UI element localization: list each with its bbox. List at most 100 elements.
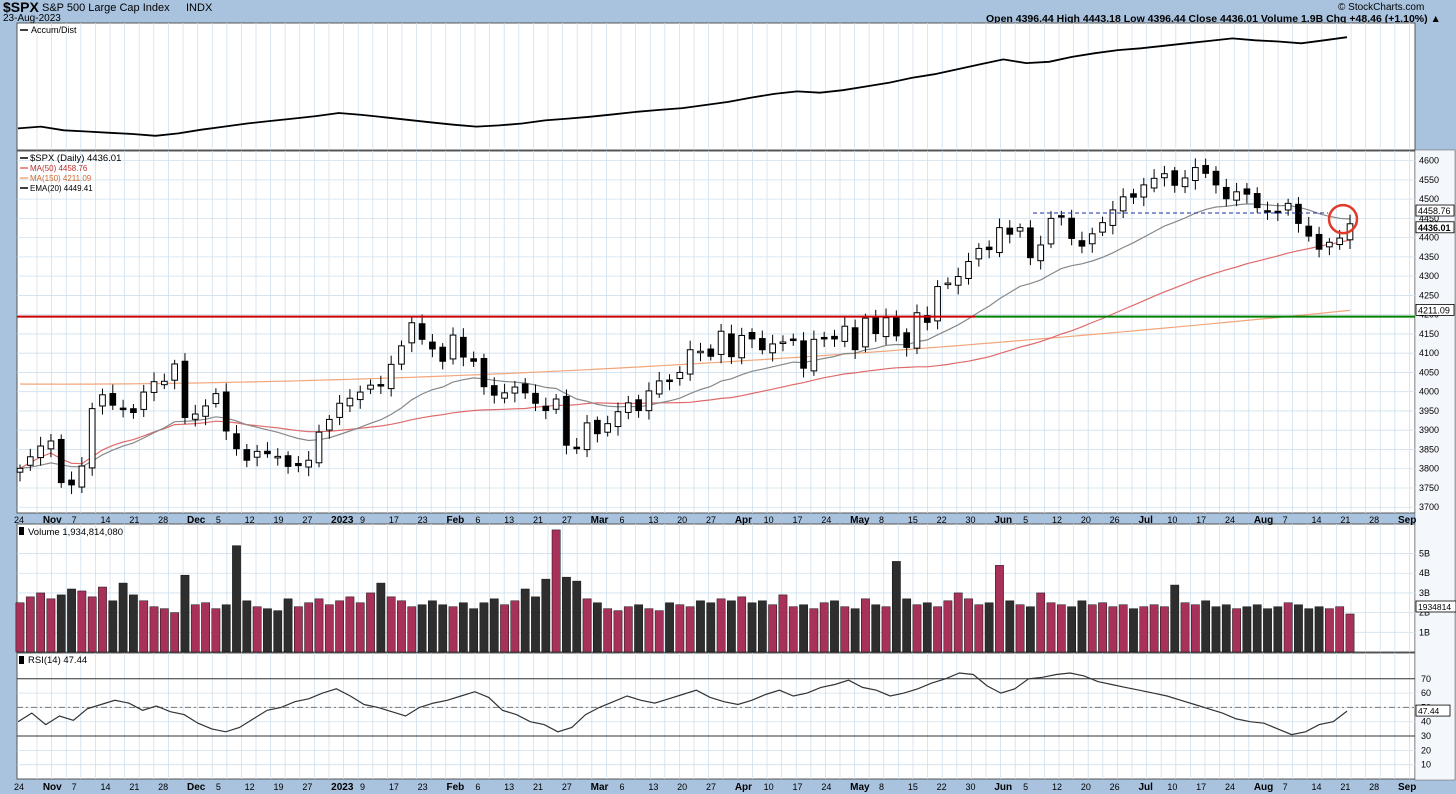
x-tick-label: 27 [706, 515, 716, 525]
candle-body [191, 413, 199, 420]
volume-bar [15, 602, 25, 653]
candle-body [88, 408, 96, 469]
volume-y-tick: 5B [1419, 549, 1430, 559]
volume-bar [263, 608, 272, 653]
volume-bar [1263, 608, 1272, 653]
candle-body [624, 402, 632, 413]
x-tick-label: Dec [187, 782, 206, 793]
volume-bar [1129, 608, 1138, 653]
x-tick-label: Mar [591, 782, 609, 793]
legend-swatch [19, 656, 24, 664]
candle-body [985, 246, 993, 251]
volume-bar [850, 608, 860, 653]
candle-body [1315, 233, 1323, 250]
candle-body [418, 323, 426, 340]
volume-bar [417, 604, 427, 653]
x-tick-label: 20 [677, 515, 687, 525]
candle-body [284, 455, 292, 467]
highlight-circle [1327, 203, 1359, 235]
x-tick-label: 28 [1369, 515, 1379, 525]
volume-bar [36, 592, 45, 653]
ema20-line [19, 203, 1351, 469]
volume-bar [706, 602, 716, 653]
volume-bar [541, 578, 551, 653]
x-tick-label: 23 [418, 782, 428, 792]
candle-body [717, 330, 725, 355]
candle-body [913, 312, 921, 349]
candle-body [645, 390, 653, 412]
x-tick-label: 8 [879, 515, 884, 525]
x-tick-label: 28 [1369, 782, 1379, 792]
x-tick-label: 13 [648, 515, 658, 525]
candle-body [635, 399, 642, 412]
x-tick-label: 21 [533, 515, 543, 525]
volume-bar [1221, 604, 1231, 653]
price-tag-box [1415, 221, 1455, 234]
x-tick-label: 20 [1081, 515, 1091, 525]
candle-body [1336, 237, 1344, 246]
candle-body [583, 422, 591, 451]
volume-bar [1345, 613, 1355, 653]
candle-body [119, 407, 127, 411]
volume-bar [1046, 602, 1056, 653]
candle-body [1140, 184, 1148, 198]
exchange-label: INDX [186, 2, 213, 14]
x-tick-label: Aug [1254, 782, 1273, 793]
x-tick-label: 13 [504, 782, 514, 792]
volume-bar [778, 594, 788, 653]
candle-body [996, 227, 1003, 254]
x-tick-label: 9 [360, 515, 365, 525]
candle-body [150, 381, 158, 393]
volume-bar [397, 600, 406, 653]
volume-bar [696, 600, 705, 653]
x-tick-label: Dec [187, 515, 206, 526]
candle-body [253, 450, 261, 458]
candle-body [274, 455, 282, 459]
volume-bar [448, 606, 458, 653]
legend-swatch [19, 527, 24, 535]
candle-body [336, 402, 343, 418]
x-tick-label: 10 [1167, 515, 1177, 525]
price-y-tick: 4600 [1419, 156, 1439, 166]
x-tick-label: 21 [533, 782, 543, 792]
volume-bar [25, 596, 35, 653]
price-legend-0: $SPX (Daily) 4436.01 [30, 153, 121, 164]
volume-bar [675, 604, 685, 653]
volume-bar [1005, 600, 1015, 653]
candle-body [222, 391, 230, 432]
x-tick-label: 7 [72, 515, 77, 525]
volume-bar [242, 600, 252, 653]
ma50-line [19, 239, 1351, 469]
volume-bar [891, 561, 901, 653]
x-tick-label: 10 [764, 515, 774, 525]
volume-bar [180, 574, 190, 653]
volume-bar [995, 565, 1004, 653]
price-y-tick: 4000 [1419, 387, 1439, 397]
volume-bar [974, 604, 984, 653]
rsi-y-tick: 60 [1421, 688, 1431, 698]
candle-body [965, 261, 972, 279]
volume-bar [1036, 592, 1046, 653]
volume-bar [613, 610, 623, 653]
candle-body [37, 445, 44, 459]
candle-body [728, 333, 735, 358]
candle-body [1181, 177, 1189, 188]
price-y-tick: 4450 [1419, 213, 1439, 223]
volume-bar [1232, 608, 1241, 653]
x-tick-label: 24 [1225, 515, 1235, 525]
price-y-tick: 3900 [1419, 425, 1439, 435]
x-tick-label: 21 [1340, 515, 1350, 525]
x-tick-label: 5 [216, 515, 221, 525]
candle-body [800, 340, 807, 369]
volume-bar [665, 602, 674, 653]
x-tick-label: 2023 [331, 782, 354, 793]
candle-body [1326, 241, 1333, 248]
price-y-tick: 4100 [1419, 348, 1439, 358]
candle-body [686, 349, 694, 375]
price-y-tick: 4250 [1419, 290, 1439, 300]
candle-body [1212, 170, 1220, 186]
candle-body [1161, 173, 1168, 179]
rsi-tag-box [1415, 704, 1451, 717]
x-tick-label: Jul [1139, 515, 1154, 526]
candle-body [387, 363, 395, 390]
